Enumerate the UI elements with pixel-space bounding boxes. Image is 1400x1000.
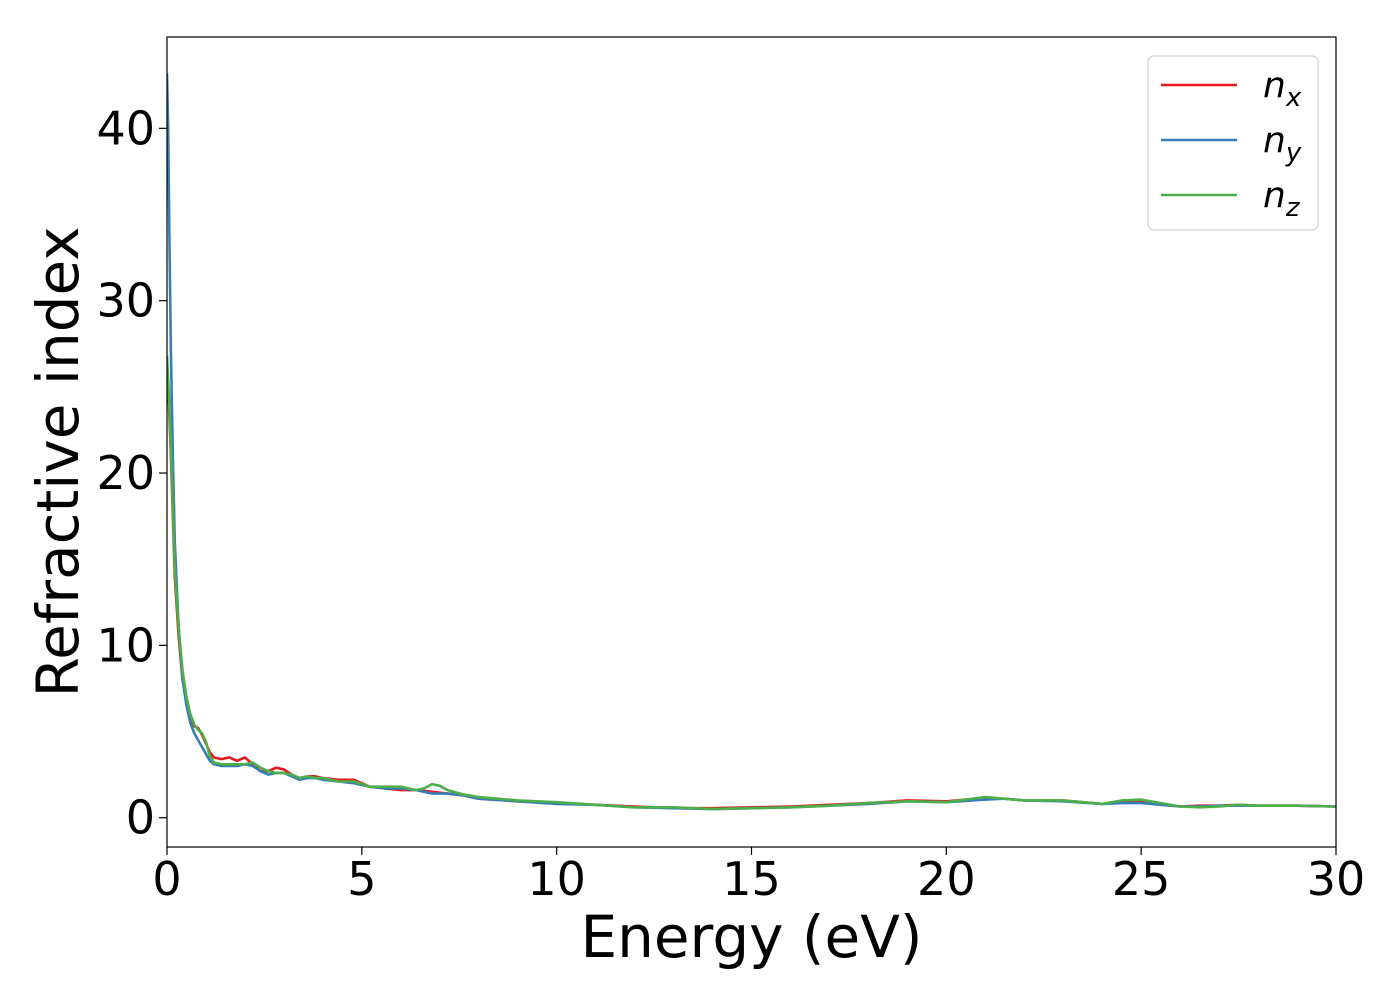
series-line-x	[167, 378, 1336, 810]
legend-label-y: ny	[1263, 120, 1302, 168]
y-tick-label: 0	[126, 791, 155, 845]
x-tick-label: 5	[347, 852, 376, 906]
series-lines	[167, 73, 1336, 811]
series-line-z	[167, 355, 1336, 811]
y-tick-label: 10	[96, 618, 155, 672]
x-tick-label: 25	[1112, 852, 1171, 906]
y-axis-title: Refractive index	[24, 226, 92, 697]
y-tick-label: 40	[96, 101, 155, 155]
x-axis-ticks: 0 5 10 15 20 25 30	[152, 847, 1365, 906]
legend: nx ny nz	[1147, 55, 1319, 231]
y-tick-label: 30	[96, 274, 155, 328]
x-tick-label: 0	[152, 852, 181, 906]
legend-box	[1147, 55, 1319, 231]
legend-label-z: nz	[1263, 175, 1301, 223]
y-tick-label: 20	[96, 446, 155, 500]
x-tick-label: 15	[722, 852, 781, 906]
legend-label-x: nx	[1263, 65, 1302, 113]
y-axis-ticks: 0 10 20 30 40	[96, 101, 167, 845]
x-axis-title: Energy (eV)	[580, 903, 922, 971]
x-tick-label: 10	[527, 852, 586, 906]
x-tick-label: 30	[1307, 852, 1366, 906]
x-tick-label: 20	[917, 852, 976, 906]
